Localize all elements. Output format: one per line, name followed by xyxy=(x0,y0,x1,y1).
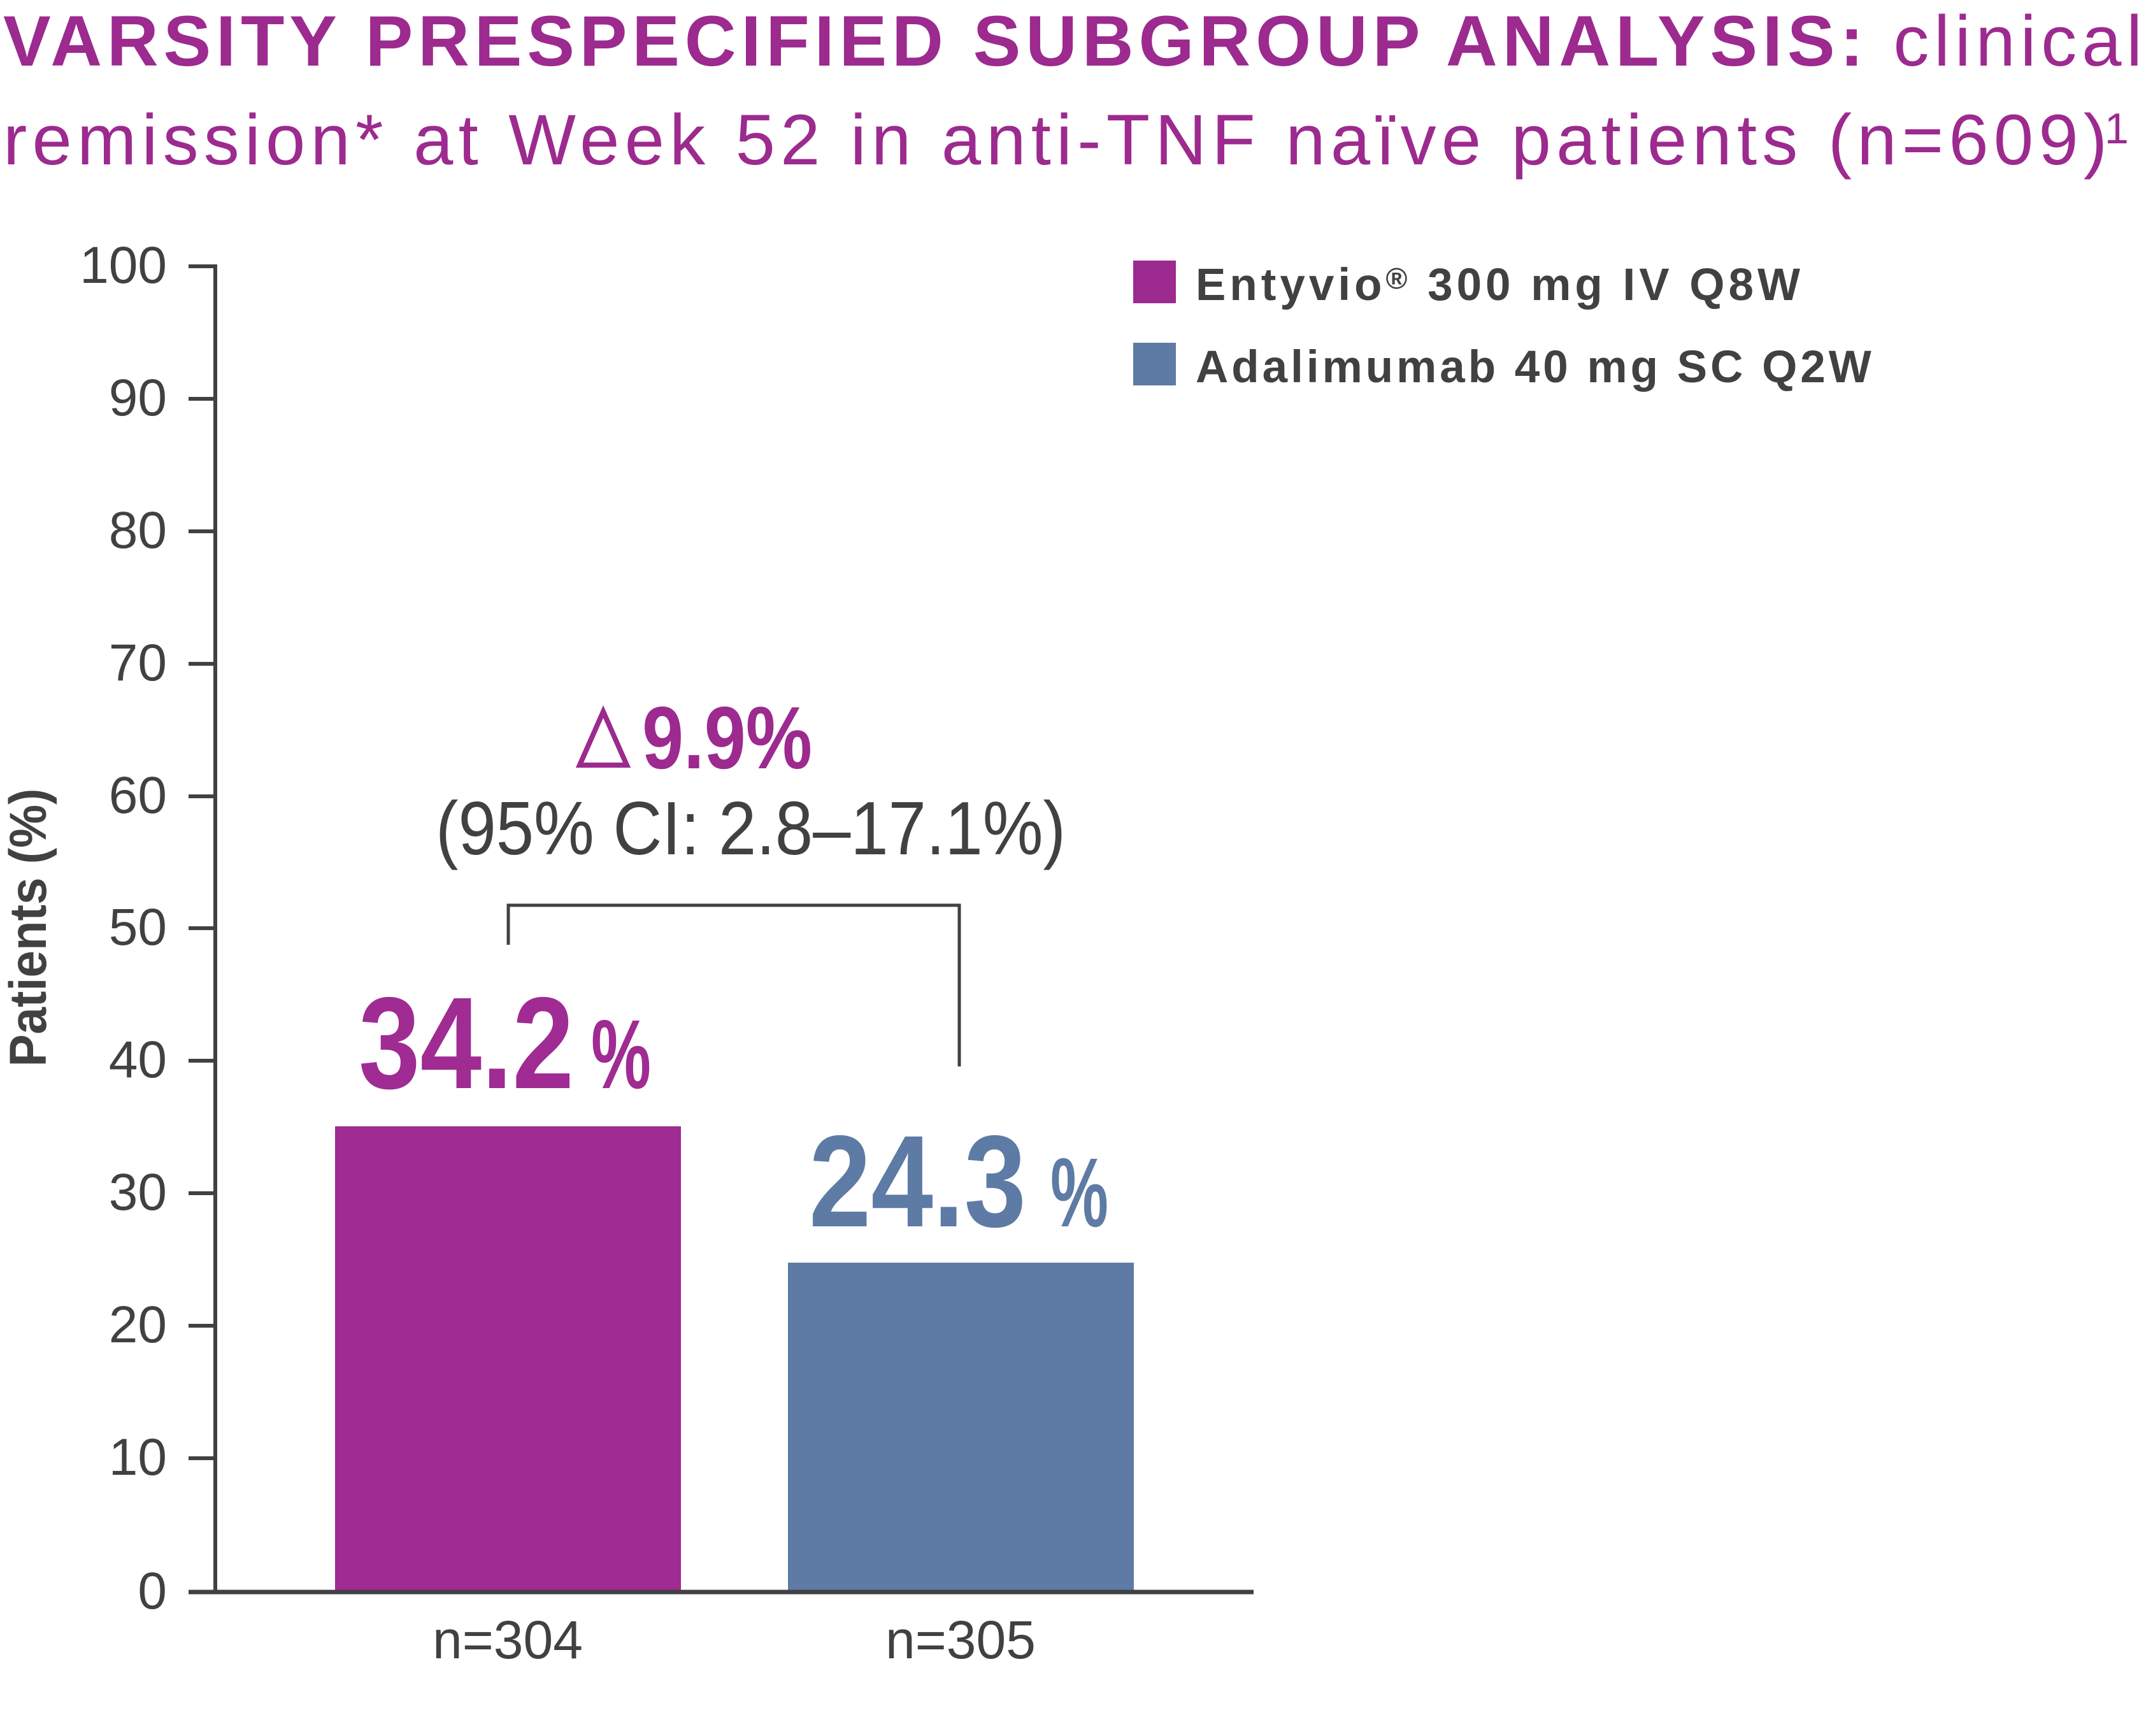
svg-text:30: 30 xyxy=(109,1163,167,1221)
svg-text:1: 1 xyxy=(2105,104,2129,153)
svg-text:remission* at Week 52 in anti-: remission* at Week 52 in anti-TNF naïve … xyxy=(3,100,2112,180)
svg-text:10: 10 xyxy=(109,1428,167,1486)
svg-text:70: 70 xyxy=(109,634,167,692)
svg-text:Entyvio® 300 mg IV Q8W: Entyvio® 300 mg IV Q8W xyxy=(1196,260,1804,310)
svg-text:VARSITY PRESPECIFIED SUBGROUP: VARSITY PRESPECIFIED SUBGROUP ANALYSIS: … xyxy=(3,1,2147,81)
svg-text:90: 90 xyxy=(109,369,167,427)
svg-text:24.3: 24.3 xyxy=(809,1108,1026,1254)
svg-text:n=305: n=305 xyxy=(885,1610,1036,1670)
svg-text:100: 100 xyxy=(80,236,167,294)
svg-text:60: 60 xyxy=(109,766,167,824)
svg-text:50: 50 xyxy=(109,898,167,956)
svg-text:Patients (%): Patients (%) xyxy=(0,789,57,1067)
svg-text:(95% CI: 2.8–17.1%): (95% CI: 2.8–17.1%) xyxy=(436,786,1066,871)
svg-text:80: 80 xyxy=(109,501,167,559)
svg-text:Adalimumab 40 mg SC Q2W: Adalimumab 40 mg SC Q2W xyxy=(1196,342,1875,392)
svg-text:9.9%: 9.9% xyxy=(642,689,812,787)
svg-text:%: % xyxy=(1050,1138,1108,1247)
svg-text:%: % xyxy=(591,1000,651,1109)
svg-text:20: 20 xyxy=(109,1296,167,1354)
svg-text:n=304: n=304 xyxy=(433,1610,583,1670)
svg-text:40: 40 xyxy=(109,1031,167,1089)
svg-text:34.2: 34.2 xyxy=(359,970,574,1116)
svg-text:0: 0 xyxy=(138,1562,167,1620)
